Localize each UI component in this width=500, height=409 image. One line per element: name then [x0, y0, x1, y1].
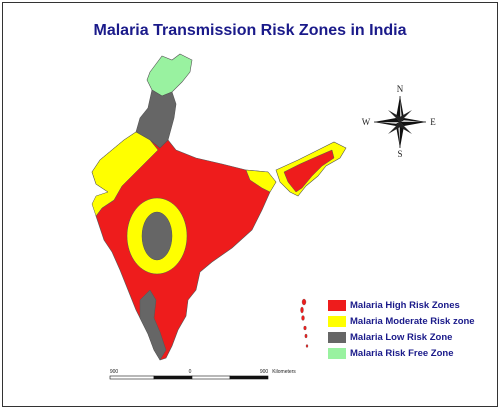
compass-east-label: E: [430, 117, 436, 127]
map-title: Malaria Transmission Risk Zones in India: [93, 22, 407, 39]
risk-free-zone-north: [146, 53, 193, 97]
legend-item-risk-free: Malaria Risk Free Zone: [328, 346, 475, 361]
legend-item-high-risk: Malaria High Risk Zones: [328, 298, 475, 313]
legend-swatch-moderate-risk: [328, 316, 346, 327]
compass-north-label: N: [397, 84, 404, 94]
low-risk-zone-central: [141, 211, 173, 261]
legend-item-moderate-risk: Malaria Moderate Risk zone: [328, 314, 475, 329]
scale-right-label: 900: [260, 369, 269, 375]
legend-swatch-risk-free: [328, 348, 346, 359]
moderate-risk-zone-east: [245, 169, 277, 193]
legend-label-high-risk: Malaria High Risk Zones: [350, 300, 460, 311]
legend-swatch-low-risk: [328, 332, 346, 343]
compass-west-label: W: [362, 117, 371, 127]
legend-swatch-high-risk: [328, 300, 346, 311]
andaman-nicobar-islands: [300, 298, 309, 348]
high-risk-zone-northeast: [283, 149, 335, 193]
low-risk-zone-south: [139, 289, 167, 361]
compass-rose: N S E W: [362, 84, 437, 159]
scale-unit-label: Kilometers: [272, 369, 296, 375]
legend-item-low-risk: Malaria Low Risk Zone: [328, 330, 475, 345]
legend-label-low-risk: Malaria Low Risk Zone: [350, 332, 453, 343]
map-legend: Malaria High Risk Zones Malaria Moderate…: [328, 298, 475, 362]
legend-label-risk-free: Malaria Risk Free Zone: [350, 348, 454, 359]
legend-label-moderate-risk: Malaria Moderate Risk zone: [350, 316, 475, 327]
compass-south-label: S: [397, 149, 402, 159]
scale-center-label: 0: [189, 369, 192, 375]
scale-bar: 900 0 900 Kilometers: [109, 369, 296, 380]
scale-left-label: 900: [110, 369, 119, 375]
moderate-risk-zone-west: [91, 131, 159, 217]
